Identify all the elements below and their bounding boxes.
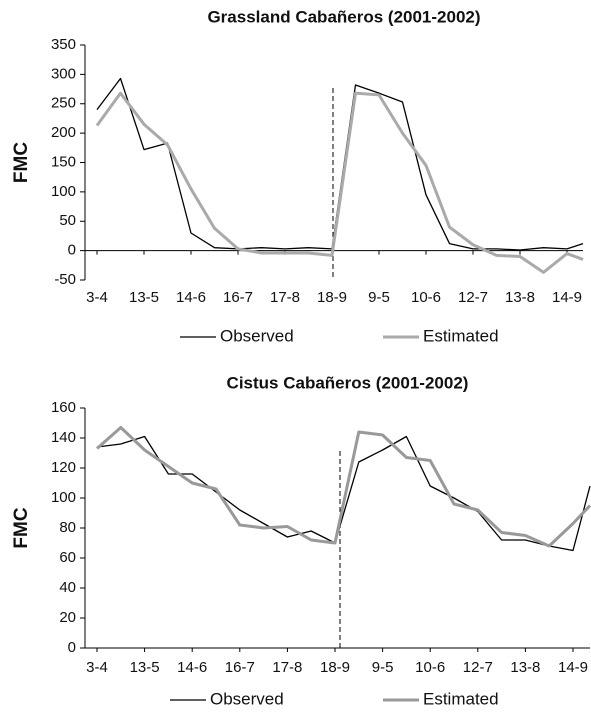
x-tick-label: 10-6 (411, 289, 441, 306)
x-tick-label: 10-6 (415, 659, 445, 676)
legend-label: Observed (210, 689, 284, 708)
y-tick-label: 40 (59, 579, 76, 596)
x-tick-label: 14-6 (177, 659, 207, 676)
legend-label: Estimated (423, 689, 499, 708)
y-tick-label: 0 (68, 242, 76, 259)
x-tick-label: 9-5 (368, 289, 390, 306)
legend-label: Estimated (423, 326, 499, 345)
y-tick-label: -50 (54, 271, 76, 288)
x-tick-label: 13-5 (130, 659, 160, 676)
x-tick-label: 9-5 (372, 659, 394, 676)
y-tick-label: 100 (51, 489, 76, 506)
y-tick-label: 120 (51, 459, 76, 476)
x-tick-label: 18-9 (320, 659, 350, 676)
y-tick-label: 60 (59, 549, 76, 566)
y-tick-label: 200 (51, 124, 76, 141)
x-tick-label: 14-9 (558, 659, 588, 676)
chart-title: Grassland Cabañeros (2001-2002) (207, 7, 480, 26)
x-tick-label: 14-9 (552, 289, 582, 306)
x-tick-label: 16-7 (223, 289, 253, 306)
y-tick-label: 100 (51, 183, 76, 200)
y-axis-label: FMC (11, 142, 32, 183)
x-tick-label: 14-6 (176, 289, 206, 306)
y-axis-label: FMC (11, 507, 32, 548)
y-tick-label: 0 (68, 639, 76, 656)
series-line (95, 91, 584, 274)
legend-label: Observed (220, 326, 294, 345)
x-tick-label: 16-7 (225, 659, 255, 676)
x-tick-label: 18-9 (317, 289, 347, 306)
y-tick-label: 150 (51, 153, 76, 170)
x-tick-label: 12-7 (458, 289, 488, 306)
y-tick-label: 250 (51, 95, 76, 112)
y-tick-label: 300 (51, 65, 76, 82)
x-tick-label: 3-4 (86, 659, 108, 676)
y-tick-label: 50 (59, 212, 76, 229)
x-tick-label: 13-8 (505, 289, 535, 306)
x-tick-label: 3-4 (86, 289, 108, 306)
y-tick-label: 350 (51, 36, 76, 53)
y-tick-label: 80 (59, 519, 76, 536)
y-tick-label: 160 (51, 399, 76, 416)
x-tick-label: 13-8 (510, 659, 540, 676)
series-line (96, 77, 584, 251)
x-tick-label: 12-7 (463, 659, 493, 676)
y-tick-label: 140 (51, 429, 76, 446)
x-tick-label: 13-5 (129, 289, 159, 306)
chart-title: Cistus Cabañeros (2001-2002) (227, 373, 469, 392)
series-line (96, 426, 591, 548)
x-tick-label: 17-8 (270, 289, 300, 306)
x-tick-label: 17-8 (272, 659, 302, 676)
y-tick-label: 20 (59, 609, 76, 626)
